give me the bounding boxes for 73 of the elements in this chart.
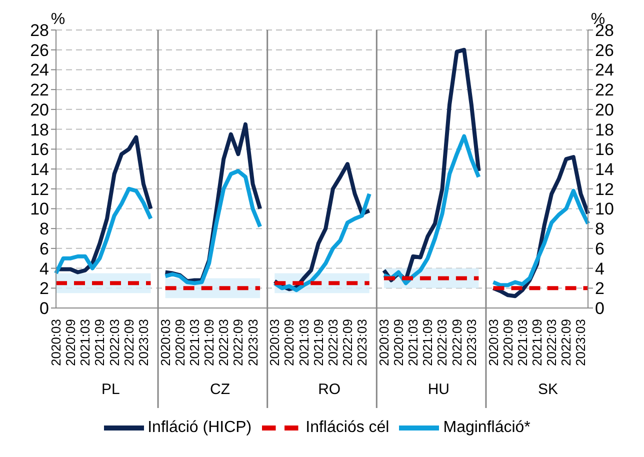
y2-tick-label: 16 xyxy=(595,140,614,160)
x-tick-label: 2021:09 xyxy=(202,319,217,366)
y-tick-label: 2 xyxy=(40,279,49,298)
x-tick-label: 2021:03 xyxy=(296,319,312,366)
x-tick-label: 2020:09 xyxy=(500,319,516,366)
x-tick-label: 2021:03 xyxy=(406,319,421,366)
x-tick-label: 2021:03 xyxy=(186,319,202,366)
y-tick-label: 4 xyxy=(40,259,49,278)
x-tick-label: 2022:03 xyxy=(106,319,122,366)
x-tick-label: 2020:09 xyxy=(172,319,188,366)
x-tick-label: 2022:09 xyxy=(340,319,356,366)
y2-tick-label: 26 xyxy=(595,40,614,60)
x-tick-label: 2022:03 xyxy=(434,319,450,366)
y-tick-label: 6 xyxy=(40,239,49,258)
y-tick-label: 12 xyxy=(30,180,49,199)
y2-tick-label: 8 xyxy=(595,220,604,239)
x-tick-label: 2020:03 xyxy=(48,319,64,366)
x-tick-label: 2023:03 xyxy=(354,319,370,366)
y2-tick-label: 6 xyxy=(595,239,604,258)
y2-tick-label: 12 xyxy=(595,180,614,199)
y-tick-label: 24 xyxy=(30,60,49,80)
x-tick-label: 2021:09 xyxy=(92,319,108,366)
x-tick-label: 2023:03 xyxy=(245,319,260,366)
x-tick-label: 2021:03 xyxy=(514,319,530,366)
y2-tick-label: 18 xyxy=(595,120,614,140)
text: PL xyxy=(102,381,120,398)
x-tick-label: 2022:09 xyxy=(230,319,246,366)
x-tick-label: 2023:03 xyxy=(573,319,588,366)
y-tick-label: 14 xyxy=(30,160,49,180)
x-tick-label: 2023:03 xyxy=(464,319,479,366)
x-tick-label: 2023:03 xyxy=(136,319,151,366)
y-tick-label: 18 xyxy=(30,120,49,140)
y2-tick-label: 4 xyxy=(595,259,604,278)
x-tick-label: 2021:03 xyxy=(78,319,93,366)
y2-tick-label: 22 xyxy=(595,80,614,100)
y-tick-label: 20 xyxy=(30,100,49,120)
y2-tick-label: 2 xyxy=(595,279,604,298)
x-tick-label: 2021:09 xyxy=(420,319,436,366)
x-tick-label: 2022:09 xyxy=(121,319,136,366)
text: SK xyxy=(538,381,558,398)
y-tick-label: 22 xyxy=(30,80,49,100)
y-tick-label: 8 xyxy=(40,220,49,239)
x-tick-label: 2020:03 xyxy=(158,319,173,366)
text: HU xyxy=(428,381,450,398)
x-tick-label: 2022:03 xyxy=(216,319,232,366)
y-tick-label: 10 xyxy=(30,200,49,219)
y2-tick-label: 14 xyxy=(595,160,614,180)
x-tick-label: 2022:03 xyxy=(325,319,340,366)
y-tick-label: 28 xyxy=(30,21,49,40)
x-tick-label: 2022:09 xyxy=(558,319,574,366)
text: CZ xyxy=(210,381,230,398)
x-tick-label: 2020:03 xyxy=(486,319,501,366)
x-tick-label: 2022:03 xyxy=(544,319,560,366)
x-tick-label: 2020:09 xyxy=(63,319,78,366)
y-tick-label: 16 xyxy=(30,140,49,160)
x-tick-label: 2020:03 xyxy=(267,319,282,366)
y2-tick-label: 24 xyxy=(595,60,614,80)
y2-tick-label: 20 xyxy=(595,100,614,120)
x-tick-label: 2020:03 xyxy=(376,319,392,366)
x-tick-label: 2020:09 xyxy=(282,319,297,366)
legend-label: Infláció (HICP) xyxy=(148,419,252,436)
x-tick-label: 2021:09 xyxy=(310,319,326,366)
x-tick-label: 2022:09 xyxy=(449,319,464,366)
x-tick-label: 2021:09 xyxy=(529,319,544,366)
y-tick-label: 0 xyxy=(40,299,49,318)
y2-tick-label: 0 xyxy=(595,299,604,318)
legend-label: Maginfláció* xyxy=(443,419,530,436)
text: RO xyxy=(318,381,341,398)
x-tick-label: 2020:09 xyxy=(391,319,406,366)
y-tick-label: 26 xyxy=(30,40,49,60)
y2-tick-label: 10 xyxy=(595,200,614,219)
legend-label: Inflációs cél xyxy=(306,419,390,436)
y-axis-title: % xyxy=(50,11,66,28)
